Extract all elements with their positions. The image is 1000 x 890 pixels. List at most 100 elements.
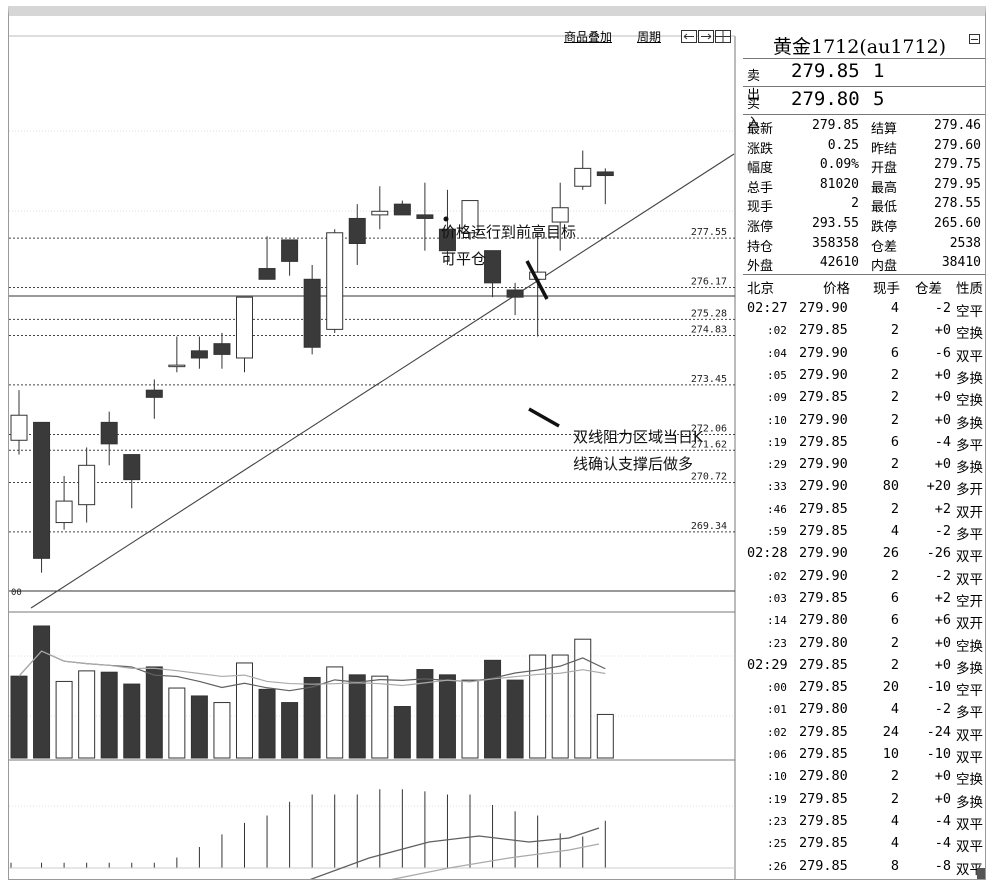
tick-price: 279.90 [799, 545, 848, 562]
buy-volume: 5 [873, 88, 885, 110]
volume-bar [78, 670, 96, 759]
tick-price: 279.90 [799, 300, 848, 316]
tick-type: 双开 [956, 616, 983, 633]
tick-volume: 2 [890, 366, 899, 383]
stat-value: 42610 [819, 255, 859, 271]
quote-panel: 黄金1712(au1712) 卖出 279.85 1 买入 279.80 5 最… [743, 30, 985, 879]
tick-oi-change: +6 [934, 612, 951, 629]
stat-label: 涨跌 [747, 141, 774, 157]
tick-type: 多换 [956, 370, 983, 387]
tick-time: 02:29 [747, 656, 788, 673]
volume-bar [190, 695, 208, 759]
tick-row[interactable]: :19 279.85 6 -4 多平 [743, 431, 985, 454]
annotation-target-line2: 可平仓 [441, 250, 487, 268]
sell-volume: 1 [873, 60, 885, 82]
candle-body [303, 278, 321, 348]
tick-type: 空平 [956, 304, 983, 320]
tick-row[interactable]: :02 279.85 24 -24 双平 [743, 721, 985, 744]
tick-time: 02:27 [747, 300, 788, 316]
tick-price: 279.80 [799, 701, 848, 718]
tick-row[interactable]: :29 279.90 2 +0 多换 [743, 453, 985, 476]
candle-body [55, 500, 73, 524]
candle-body [371, 210, 389, 216]
stat-label: 现手 [747, 200, 774, 216]
tick-row[interactable]: :09 279.85 2 +0 空换 [743, 386, 985, 409]
tick-header-vol: 现手 [873, 281, 900, 297]
tick-row[interactable]: :01 279.80 4 -2 多平 [743, 698, 985, 721]
tick-row[interactable]: :00 279.85 20 -10 空平 [743, 676, 985, 699]
left-edge-label: 00 [11, 588, 22, 598]
tick-row[interactable]: :25 279.85 4 -4 双平 [743, 832, 985, 855]
tick-volume: 2 [890, 456, 899, 473]
stat-value: 0.25 [827, 137, 859, 153]
tick-row[interactable]: :02 279.90 2 -2 双平 [743, 565, 985, 588]
contract-title: 黄金1712(au1712) [773, 36, 947, 58]
tick-type: 双开 [956, 504, 983, 521]
tick-price: 279.85 [799, 835, 848, 852]
candle-body [33, 421, 51, 559]
tick-row[interactable]: :02 279.85 2 +0 空换 [743, 319, 985, 342]
tick-volume: 4 [890, 812, 899, 829]
zoom-icons[interactable] [681, 30, 731, 43]
tick-row[interactable]: 02:28 279.90 26 -26 双平 [743, 542, 985, 565]
stat-row: 外盘 42610 内盘 38410 [743, 253, 985, 274]
tick-price: 279.85 [799, 656, 848, 673]
tick-oi-change: +0 [934, 456, 951, 473]
tick-oi-change: +0 [934, 656, 951, 673]
tick-volume: 24 [882, 723, 899, 740]
tick-time: :29 [767, 458, 787, 472]
tick-row[interactable]: :04 279.90 6 -6 双平 [743, 342, 985, 365]
kline-chart[interactable]: 277.55 276.17 275.28 274.83 273.45 272.06 271.… [9, 16, 985, 880]
tick-type: 双平 [956, 571, 983, 588]
stat-value: 265.60 [934, 216, 981, 231]
tick-row[interactable]: :14 279.80 6 +6 双开 [743, 609, 985, 633]
tick-time: :19 [767, 435, 787, 449]
tick-oi-change: -10 [926, 679, 951, 696]
candle-body [574, 167, 592, 187]
tick-header-price: 价格 [823, 281, 850, 297]
candle-body [506, 289, 524, 298]
tick-row[interactable]: :23 279.80 2 +0 空换 [743, 632, 985, 655]
stat-value: 2538 [949, 235, 981, 251]
tick-time: :09 [767, 391, 787, 405]
stat-row: 涨跌 0.25 昨结 279.60 [743, 136, 985, 157]
tick-row[interactable]: :26 279.85 8 -8 双平 [743, 855, 985, 878]
tick-row[interactable]: 02:27 279.90 4 -2 空平 [743, 297, 985, 320]
tick-row[interactable]: :19 279.85 2 +0 多换 [743, 788, 985, 811]
volume-bar [100, 671, 118, 759]
stat-value: 0.09% [819, 157, 859, 173]
tick-row[interactable]: :59 279.85 4 -2 多平 [743, 520, 985, 543]
tick-time: :03 [767, 591, 787, 605]
volume-bar [348, 674, 366, 759]
candle-body [281, 239, 299, 262]
tick-oi-change: -2 [934, 567, 951, 584]
tick-row[interactable]: 02:29 279.85 2 +0 多换 [743, 654, 985, 677]
stat-value: 358358 [812, 235, 859, 251]
tick-row[interactable]: :10 279.90 2 +0 多换 [743, 409, 985, 432]
stat-row: 最新 279.85 结算 279.46 [743, 116, 985, 137]
volume-bar [123, 683, 141, 759]
period-button[interactable]: 周期 [637, 30, 662, 44]
zoom-controls[interactable] [681, 28, 731, 47]
price-level-label: 275.28 [691, 308, 727, 319]
restore-icon[interactable] [969, 34, 980, 44]
tick-oi-change: -2 [934, 523, 951, 539]
tick-volume: 2 [890, 567, 899, 584]
tick-row[interactable]: :03 279.85 6 +2 空开 [743, 587, 985, 610]
volume-bar [145, 666, 163, 759]
stat-label: 持仓 [747, 239, 774, 255]
tick-row[interactable]: :10 279.80 2 +0 空换 [743, 765, 985, 788]
tick-volume: 10 [882, 746, 899, 762]
tick-row[interactable]: :05 279.90 2 +0 多换 [743, 364, 985, 387]
tick-oi-change: +2 [934, 589, 951, 606]
candle-body [416, 214, 434, 219]
tick-row[interactable]: :06 279.85 10 -10 双平 [743, 743, 985, 766]
divider [743, 86, 985, 87]
scrollbar-thumb[interactable] [977, 868, 985, 879]
tick-row[interactable]: :23 279.85 4 -4 双平 [743, 810, 985, 833]
tick-time: :02 [767, 569, 787, 583]
tick-row[interactable]: :46 279.85 2 +2 双开 [743, 498, 985, 521]
overlay-button[interactable]: 商品叠加 [564, 30, 613, 44]
tick-row[interactable]: :33 279.90 80 +20 多开 [743, 475, 985, 498]
